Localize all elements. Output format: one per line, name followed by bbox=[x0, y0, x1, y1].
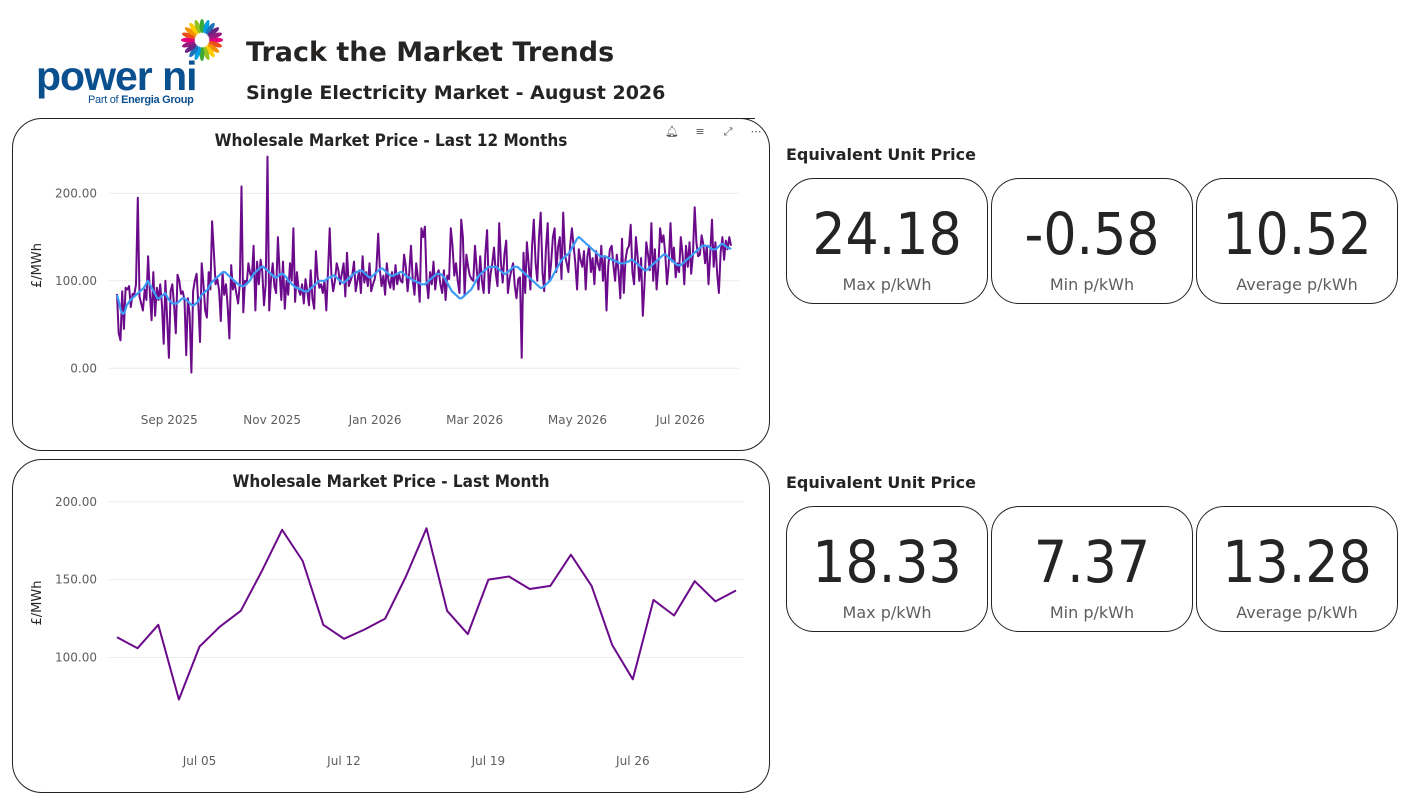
kpi-value: 10.52 bbox=[1222, 200, 1372, 268]
logo-burst-petal bbox=[181, 37, 195, 43]
kpi-label: Average p/kWh bbox=[1236, 275, 1358, 294]
logo-burst-petal bbox=[199, 19, 205, 33]
logo-burst-petal bbox=[189, 22, 199, 35]
y-tick-label: 150.00 bbox=[55, 573, 97, 587]
logo-burst-petal bbox=[194, 19, 201, 34]
logo-burst-petal bbox=[208, 32, 223, 39]
series-line-price bbox=[116, 527, 737, 701]
logo-burst-petal bbox=[207, 27, 220, 37]
kpi-label: Min p/kWh bbox=[1049, 603, 1135, 622]
y-tick-label: 100.00 bbox=[55, 274, 97, 288]
series-line-average bbox=[115, 235, 732, 316]
kpi-card-min: -0.58 Min p/kWh bbox=[991, 178, 1193, 304]
x-tick-label: Jul 2026 bbox=[655, 413, 705, 427]
x-tick-label: Jul 26 bbox=[615, 754, 650, 768]
focus-mode-icon[interactable]: ⤢ bbox=[723, 125, 733, 138]
chart-last-12-months: 0.00 100.00 200.00 Sep 2025 Nov 2025 Jan 2026… bbox=[30, 155, 739, 427]
logo-burst-petal bbox=[194, 46, 201, 61]
chart-last-month: 100.00 150.00 200.00 Jul 05 Jul 12 Jul 19 Jul … bbox=[30, 495, 744, 768]
chart-card-last-12-months[interactable]: Wholesale Market Price - Last 12 Months … bbox=[12, 118, 770, 451]
logo-burst-petal bbox=[199, 47, 205, 61]
kpi-card-max: 24.18 Max p/kWh bbox=[786, 178, 988, 304]
y-tick-label: 0.00 bbox=[70, 361, 97, 375]
chart-title: Wholesale Market Price - Last 12 Months bbox=[214, 131, 568, 151]
logo-burst-petal bbox=[208, 41, 223, 48]
x-tick-label: Jul 12 bbox=[326, 754, 361, 768]
kpi-value: 13.28 bbox=[1222, 528, 1372, 596]
logo-tagline: Part of Energia Group bbox=[88, 94, 194, 106]
logo-burst-petal bbox=[181, 32, 196, 39]
bell-icon[interactable]: 🔔︎ bbox=[665, 125, 679, 138]
kpi-card-average: 10.52 Average p/kWh bbox=[1196, 178, 1398, 304]
logo-burst-petal bbox=[203, 46, 210, 61]
page-subtitle: Single Electricity Market - August 2026 bbox=[246, 82, 666, 104]
kpi-value: 18.33 bbox=[812, 528, 962, 596]
logo-burst-petal bbox=[205, 45, 215, 58]
kpi-value: 7.37 bbox=[1033, 528, 1151, 596]
kpi-card-max: 18.33 Max p/kWh bbox=[786, 506, 988, 632]
x-tick-label: May 2026 bbox=[548, 413, 607, 427]
filter-icon[interactable]: ≡ bbox=[695, 125, 705, 138]
logo-wordmark: power ni bbox=[36, 53, 198, 99]
kpi-label: Max p/kWh bbox=[842, 275, 932, 294]
page-title: Track the Market Trends bbox=[246, 37, 615, 68]
chart-title: Wholesale Market Price - Last Month bbox=[232, 472, 550, 492]
x-tick-label: Sep 2025 bbox=[141, 413, 198, 427]
y-axis-label: £/MWh bbox=[30, 581, 45, 626]
power-ni-logo: power ni Part of Energia Group bbox=[30, 16, 230, 112]
x-tick-label: Mar 2026 bbox=[446, 413, 503, 427]
x-tick-label: Jul 05 bbox=[182, 754, 217, 768]
logo-burst-petal bbox=[205, 22, 215, 35]
section-label-last-month: Equivalent Unit Price bbox=[786, 473, 976, 492]
kpi-card-average: 13.28 Average p/kWh bbox=[1196, 506, 1398, 632]
logo-burst-petal bbox=[189, 45, 199, 58]
logo-burst-petal bbox=[181, 41, 196, 48]
kpi-label: Average p/kWh bbox=[1236, 603, 1358, 622]
logo-burst-petal bbox=[184, 27, 197, 37]
logo-burst-petal bbox=[209, 37, 223, 43]
kpi-value: 24.18 bbox=[812, 200, 962, 268]
kpi-label: Min p/kWh bbox=[1049, 275, 1135, 294]
x-tick-label: Jul 19 bbox=[471, 754, 506, 768]
logo-burst-petal bbox=[207, 43, 220, 53]
section-label-12-months: Equivalent Unit Price bbox=[786, 145, 976, 164]
card-top-divider bbox=[565, 118, 755, 119]
x-tick-label: Nov 2025 bbox=[243, 413, 301, 427]
logo-burst-icon bbox=[181, 19, 223, 61]
visual-toolbar: 🔔︎ ≡ ⤢ ⋯ bbox=[665, 125, 763, 139]
series-line-price bbox=[116, 155, 732, 374]
y-tick-label: 200.00 bbox=[55, 495, 97, 509]
x-tick-label: Jan 2026 bbox=[348, 413, 402, 427]
chart-card-last-month[interactable]: Wholesale Market Price - Last Month 100.… bbox=[12, 459, 770, 793]
more-options-icon[interactable]: ⋯ bbox=[750, 125, 762, 138]
y-tick-label: 200.00 bbox=[55, 186, 97, 200]
y-axis-label: £/MWh bbox=[30, 243, 45, 288]
logo-burst-petal bbox=[203, 19, 210, 34]
y-tick-label: 100.00 bbox=[55, 651, 97, 665]
kpi-label: Max p/kWh bbox=[842, 603, 932, 622]
logo-burst-petal bbox=[184, 43, 197, 53]
kpi-card-min: 7.37 Min p/kWh bbox=[991, 506, 1193, 632]
kpi-value: -0.58 bbox=[1024, 200, 1160, 268]
